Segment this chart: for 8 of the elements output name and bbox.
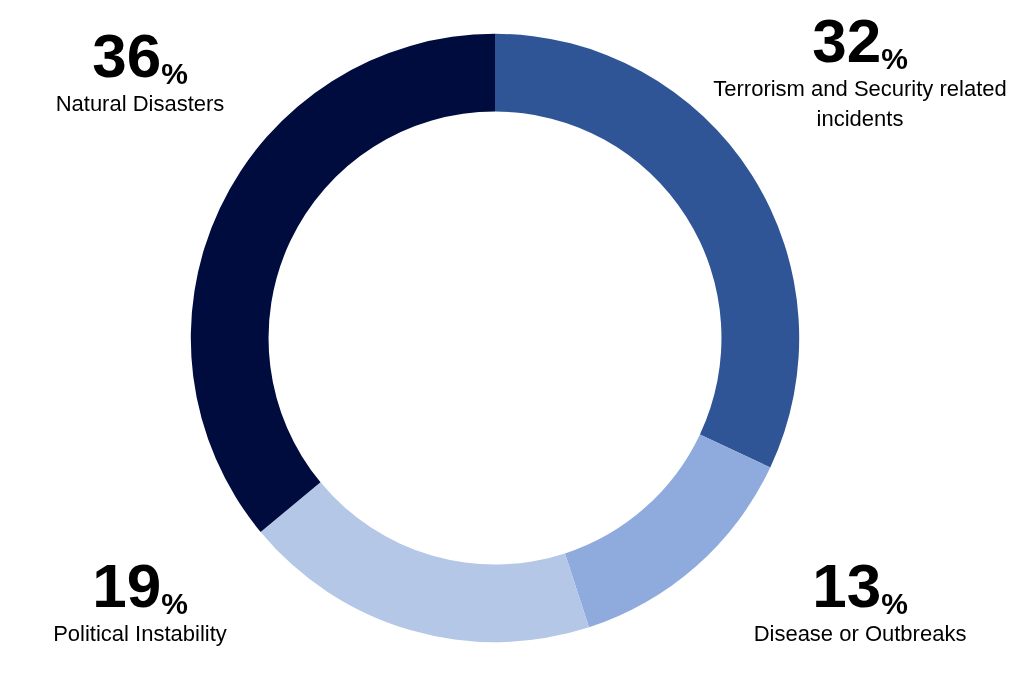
slice-label: Terrorism and Security related incidents [713,75,1007,131]
data-label: 19% [92,550,188,620]
data-label: 32% [812,5,908,75]
data-label: 13% [812,550,908,620]
data-label: 36% [92,20,188,90]
slice-label: Disease or Outbreaks [753,620,967,646]
slice-label: Natural Disasters [55,90,225,116]
slice-label: Political Instability [53,620,227,646]
